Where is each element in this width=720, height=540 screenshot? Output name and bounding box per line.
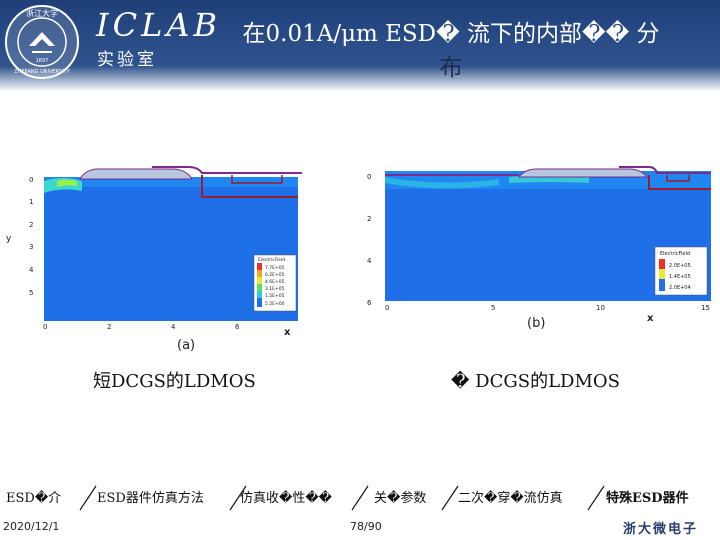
footer-brand: 浙大微电子 xyxy=(623,522,699,537)
legend-title-a: ElectricField xyxy=(258,257,285,263)
y-tick-a: 4 xyxy=(29,266,34,274)
y-tick-b: 2 xyxy=(367,215,371,223)
y-tick-a: 1 xyxy=(29,198,33,206)
caption-a: 短DCGS的LDMOS xyxy=(93,371,256,392)
legend-title-b: ElectricField xyxy=(660,251,690,257)
nav-item-intro[interactable]: ESD�介 xyxy=(6,491,62,506)
y-tick-b: 4 xyxy=(367,257,372,265)
x-axis-label-a: x xyxy=(284,327,291,338)
x-tick-a: 0 xyxy=(43,323,47,331)
y-axis-label-a: y xyxy=(6,234,12,244)
legend-value-b: 2.0E+04 xyxy=(669,285,691,291)
x-tick-b: 10 xyxy=(596,304,605,312)
drain-contact-b xyxy=(648,175,711,190)
legend-value-a: 7.7E+05 xyxy=(265,265,285,271)
nav-separators xyxy=(79,485,605,511)
slide-title-cont: 布 xyxy=(196,51,706,85)
field-plot-a: 0 1 2 3 4 5 y ElectricField xyxy=(6,166,302,353)
y-tick-a: 3 xyxy=(29,243,33,251)
section-nav: ESD�介 ESD器件仿真方法 仿真收�性�� 关�参数 二次�穿�流仿真 特殊… xyxy=(0,480,720,516)
slide-title-line2: 布 xyxy=(439,55,463,81)
y-tick-a: 5 xyxy=(29,289,33,297)
x-tick-a: 4 xyxy=(171,323,176,331)
slide-title-line1: 在0.01A/μm ESD� 流下的内部�� 分 xyxy=(242,21,660,47)
figure-a: 0 1 2 3 4 5 y ElectricField xyxy=(2,157,343,353)
x-tick-b: 0 xyxy=(385,304,389,312)
nav-item-special-devices[interactable]: 特殊ESD器件 xyxy=(606,491,689,506)
legend-value-a: 5.2E+00 xyxy=(265,301,285,307)
y-tick-b: 0 xyxy=(367,173,371,181)
figure-b: 0 2 4 6 y ElectricField 2.0E+05 1.4E+05 … xyxy=(343,157,717,332)
metal-line-b xyxy=(619,166,711,174)
field-oxide-b xyxy=(517,168,649,178)
legend-value-a: 4.6E+05 xyxy=(265,279,285,285)
field-oxide-a xyxy=(79,168,193,180)
nav-item-convergence[interactable]: 仿真收�性�� xyxy=(240,491,332,506)
y-tick-a: 0 xyxy=(29,176,33,184)
nav-item-sim-method[interactable]: ESD器件仿真方法 xyxy=(97,491,204,506)
y-tick-a: 2 xyxy=(29,221,33,229)
panel-label-a: (a) xyxy=(177,338,195,353)
legend-value-b: 1.4E+05 xyxy=(669,274,691,280)
legend-value-a: 1.5E+05 xyxy=(265,293,285,299)
svg-text:浙江大学: 浙江大学 xyxy=(26,8,58,18)
legend-a: ElectricField 7.7E+05 6.2E+05 4.6E+05 3.… xyxy=(253,254,297,312)
x-tick-a: 6 xyxy=(235,323,240,331)
x-tick-a: 2 xyxy=(107,323,111,331)
metal-line-a xyxy=(152,166,302,174)
panel-label-b: (b) xyxy=(527,316,545,331)
nav-item-key-params[interactable]: 关�参数 xyxy=(374,491,427,506)
footer-date: 2020/12/1 xyxy=(3,520,60,533)
lab-name-cn: 实验室 xyxy=(97,50,157,70)
slide-title: 在0.01A/μm ESD� 流下的内部�� 分 xyxy=(196,17,706,51)
drain-contact-a xyxy=(201,175,298,198)
nav-item-second-breakdown[interactable]: 二次�穿�流仿真 xyxy=(458,491,563,506)
field-plot-b: 0 2 4 6 y ElectricField 2.0E+05 1.4E+05 … xyxy=(343,166,711,331)
legend-b: ElectricField 2.0E+05 1.4E+05 2.0E+04 xyxy=(654,246,708,296)
header-band: 浙江大学 ZHEJIANG UNIVERSITY 1897 ICLAB 实验室 … xyxy=(0,0,720,92)
svg-text:1897: 1897 xyxy=(36,58,49,64)
legend-value-b: 2.0E+05 xyxy=(669,263,691,269)
x-tick-b: 5 xyxy=(491,304,495,312)
legend-value-a: 6.2E+05 xyxy=(265,272,285,278)
page-number: 78/90 xyxy=(350,520,382,533)
caption-b: � DCGS的LDMOS xyxy=(451,371,620,392)
lab-logo-text: ICLAB xyxy=(96,6,221,44)
legend-value-a: 3.1E+05 xyxy=(265,286,285,292)
header-fade xyxy=(0,66,720,92)
y-tick-b: 6 xyxy=(367,299,372,307)
x-tick-b: 15 xyxy=(701,304,710,312)
x-axis-label-b: x xyxy=(647,313,654,324)
